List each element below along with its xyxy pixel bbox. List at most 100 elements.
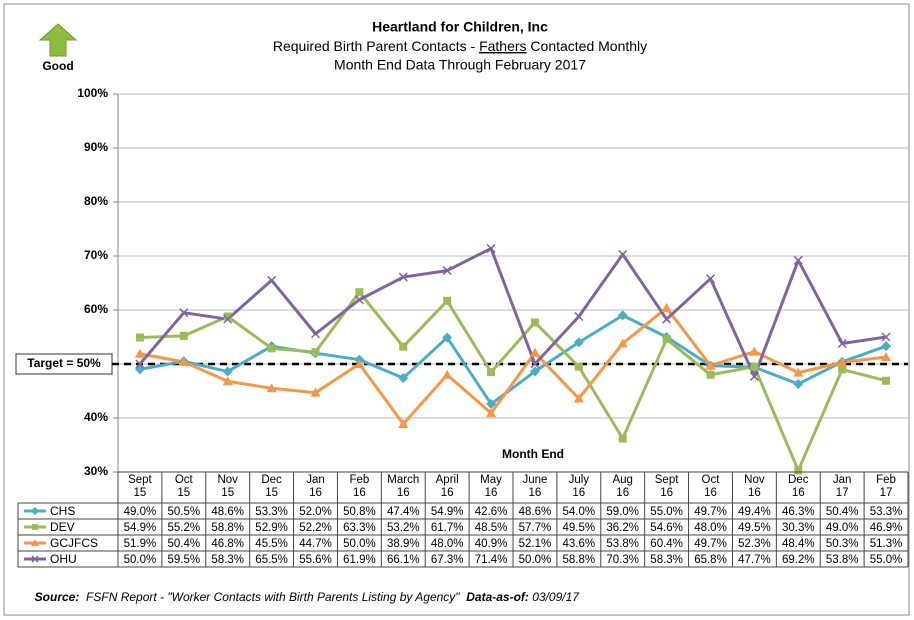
source-part: Source: [35,590,80,604]
marker [31,507,39,515]
marker [574,362,583,371]
marker [266,383,277,393]
x-tick-label: Nov 15 [217,474,238,499]
target-label: Target = 50% [27,356,101,370]
table-value: 48.6% [211,506,244,518]
table-value: 48.5% [475,522,508,534]
series-line [139,290,887,472]
y-tick-label: 90% [84,140,108,154]
table-value: 66.1% [387,554,420,566]
marker [398,373,409,384]
table-value: 70.3% [606,554,639,566]
marker [705,274,716,284]
subtitle-part: Fathers [479,38,526,54]
table-value: 63.3% [343,522,376,534]
table-value: 45.5% [255,538,288,550]
table-value: 49.5% [563,522,596,534]
marker [881,351,892,361]
table-value: 49.7% [694,506,727,518]
table-value: 53.2% [387,522,420,534]
marker [882,376,891,385]
category-cell: Dec 15 [261,474,281,499]
marker [310,387,321,397]
table-value: 52.2% [299,522,332,534]
marker [399,342,408,351]
marker [486,243,496,253]
table-value: 65.5% [255,554,288,566]
marker [662,335,671,344]
marker [135,333,144,342]
marker [31,555,39,563]
table-value: 59.5% [168,554,201,566]
category-cell: Jan 17 [833,474,852,499]
table-value: 50.3% [826,538,859,550]
table-value: 65.8% [694,554,727,566]
category-cell: Jan 16 [306,474,325,499]
table-value: 57.7% [519,522,552,534]
x-tick-label: Jan 16 [306,474,325,499]
table-value: 58.8% [563,554,596,566]
table-value: 67.3% [431,554,464,566]
marker [223,312,232,321]
marker [662,314,672,324]
table-value: 50.0% [343,538,376,550]
category-cell: April 16 [435,474,459,499]
table-value: 49.7% [694,538,727,550]
table-value: 50.0% [124,554,157,566]
marker [617,338,628,348]
category-cell: Aug 16 [612,474,632,499]
table-value: 51.3% [870,538,903,550]
table-value: 71.4% [475,554,508,566]
table-value: 52.1% [519,538,552,550]
table-value: 58.3% [650,554,683,566]
table-value: 50.4% [168,538,201,550]
x-tick-label: Oct 16 [701,474,720,499]
marker [705,360,716,370]
marker [398,272,408,282]
table-value: 53.8% [826,554,859,566]
marker [223,314,233,324]
marker [530,359,540,369]
y-tick-label: 30% [84,464,108,478]
y-tick-label: 60% [84,302,108,316]
x-axis-label: Month End [502,447,564,461]
marker [793,255,803,265]
subtitle: Required Birth Parent Contacts - Fathers… [273,38,647,54]
x-tick-label: Nov 16 [744,474,765,499]
chart-title: Heartland for Children, Inc [372,19,548,35]
table-value: 60.4% [650,538,683,550]
marker [706,370,715,379]
marker [837,357,848,367]
table-value: 61.9% [343,554,376,566]
table-value: 51.9% [124,538,157,550]
marker [222,376,233,386]
table-value: 46.3% [782,506,815,518]
table-value: 30.3% [782,522,815,534]
marker [574,311,584,322]
category-cell: Oct 15 [174,474,193,499]
table-value: 52.9% [255,522,288,534]
x-tick-label: Oct 15 [174,474,193,499]
table-value: 44.7% [299,538,332,550]
series-line [139,313,887,406]
marker [32,524,38,530]
x-tick-label: April 16 [435,474,459,499]
table-value: 50.4% [826,506,859,518]
source-part: FSFN Report - "Worker Contacts with Birt… [79,590,460,604]
table-value: 46.8% [211,538,244,550]
source-part: Data-as-of: [460,590,529,604]
table-value: 38.9% [387,538,420,550]
table-value: 58.3% [211,554,244,566]
table-value: 43.6% [563,538,596,550]
category-cell: May 16 [480,474,502,499]
table-value: 59.0% [606,506,639,518]
marker [267,344,276,353]
y-tick-label: 70% [84,248,108,262]
table-value: 49.5% [738,522,771,534]
subtitle2: Month End Data Through February 2017 [334,57,586,73]
marker [838,365,847,374]
x-tick-label: Sept 16 [654,474,679,499]
marker [793,378,804,389]
marker [311,348,320,357]
